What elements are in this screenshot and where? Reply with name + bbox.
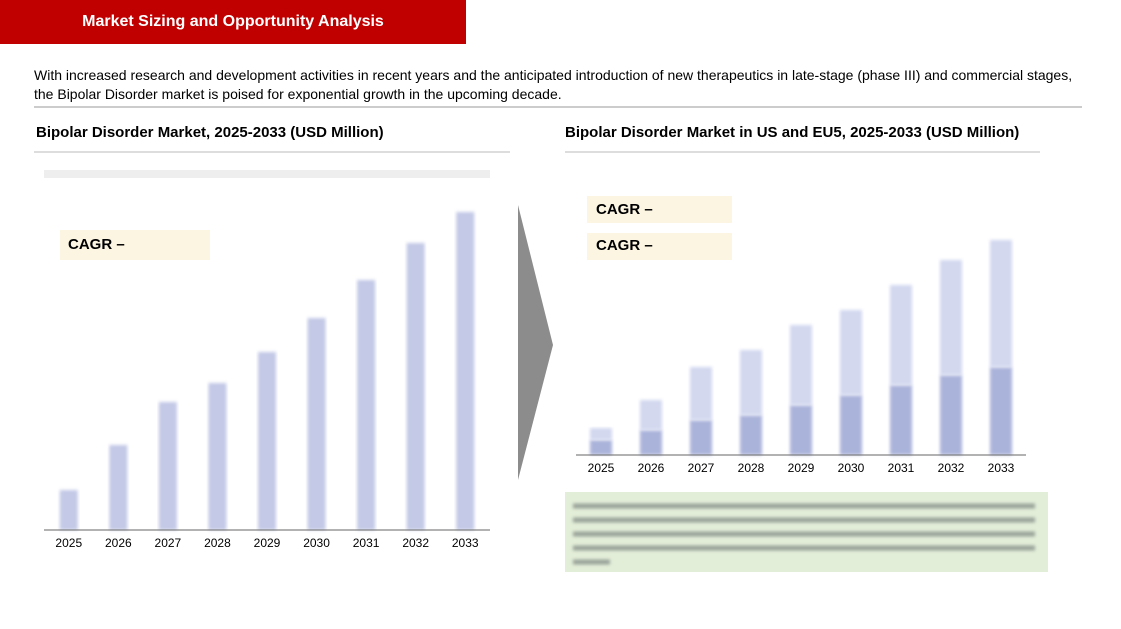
x-tick-label: 2029 (788, 461, 815, 475)
bar (307, 318, 326, 530)
chart-band (44, 170, 490, 178)
x-tick-label: 2030 (838, 461, 865, 475)
bar (456, 212, 475, 530)
x-tick-label: 2026 (638, 461, 665, 475)
bar (258, 352, 276, 530)
chart-title: Bipolar Disorder Market in US and EU5, 2… (565, 124, 1019, 141)
arrow (518, 205, 553, 480)
bar-segment (590, 440, 612, 455)
cagr-box (587, 233, 732, 260)
note-box (565, 492, 1048, 572)
cagr-box (587, 196, 732, 223)
x-tick-label: 2030 (303, 536, 330, 550)
x-tick-label: 2033 (452, 536, 479, 550)
bar-segment (790, 405, 812, 455)
x-tick-label: 2025 (588, 461, 615, 475)
cagr-label: CAGR – (596, 237, 653, 254)
bar-segment (990, 367, 1012, 455)
bar-segment (590, 428, 612, 440)
bar-segment (890, 385, 912, 455)
bar-segment (890, 285, 912, 385)
bar-segment (940, 260, 962, 375)
cagr-label: CAGR – (596, 201, 653, 218)
bar (109, 445, 128, 530)
x-tick-label: 2025 (55, 536, 82, 550)
bar-segment (690, 420, 712, 455)
header-title: Market Sizing and Opportunity Analysis (0, 0, 466, 44)
bar-segment (640, 430, 662, 455)
bar (158, 402, 177, 530)
x-tick-label: 2032 (402, 536, 429, 550)
bar-segment (690, 367, 712, 420)
x-tick-label: 2032 (938, 461, 965, 475)
bar (59, 490, 78, 530)
x-tick-label: 2027 (155, 536, 182, 550)
bar-segment (940, 375, 962, 455)
bar-segment (990, 240, 1012, 367)
bar-segment (740, 415, 762, 455)
bar (406, 243, 425, 530)
bar (357, 280, 376, 530)
x-tick-label: 2027 (688, 461, 715, 475)
bar (208, 383, 227, 530)
x-tick-label: 2026 (105, 536, 132, 550)
bar-segment (840, 310, 862, 395)
intro-text: With increased research and development … (34, 67, 1073, 102)
cagr-label: CAGR – (68, 236, 125, 253)
bar-segment (790, 325, 812, 405)
x-tick-label: 2028 (738, 461, 765, 475)
cagr-box (60, 230, 210, 260)
x-tick-label: 2029 (254, 536, 281, 550)
x-tick-label: 2031 (888, 461, 915, 475)
x-tick-label: 2028 (204, 536, 231, 550)
bar-segment (840, 395, 862, 455)
bar-segment (640, 400, 662, 430)
chart-title: Bipolar Disorder Market, 2025-2033 (USD … (36, 124, 384, 141)
bar-segment (740, 350, 762, 415)
x-tick-label: 2033 (988, 461, 1015, 475)
x-tick-label: 2031 (353, 536, 380, 550)
